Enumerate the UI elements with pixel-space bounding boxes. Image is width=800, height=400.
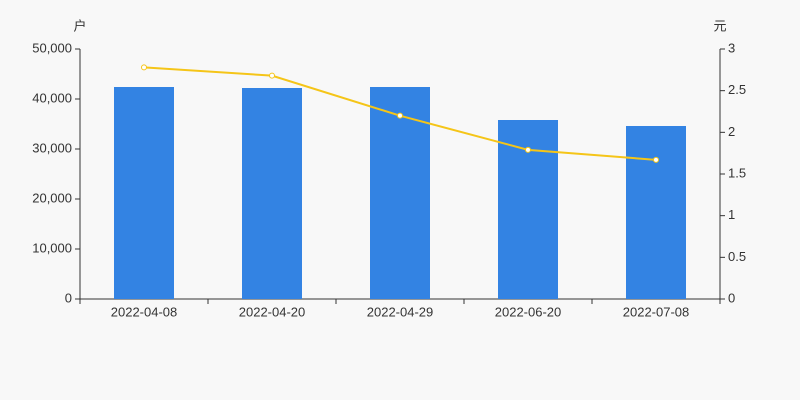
x-tick-label: 2022-04-29 <box>367 304 434 319</box>
y2-tick-label: 3 <box>728 40 735 55</box>
y2-axis-title: 元 <box>713 18 726 33</box>
y-tick-label: 10,000 <box>32 240 72 255</box>
x-tick-label: 2022-04-08 <box>111 304 178 319</box>
x-tick-label: 2022-06-20 <box>495 304 562 319</box>
y-axis-title: 户 <box>73 18 86 33</box>
bar <box>242 88 302 299</box>
line-point <box>653 156 659 163</box>
y2-tick-label: 2 <box>728 124 735 139</box>
y-tick-label: 30,000 <box>32 140 72 155</box>
line-point <box>141 64 147 71</box>
x-tick-label: 2022-07-08 <box>623 304 690 319</box>
y2-tick-label: 0 <box>728 290 735 305</box>
y2-tick-label: 1 <box>728 207 735 222</box>
line-point <box>397 112 403 119</box>
line-point <box>525 146 531 153</box>
y-tick-label: 20,000 <box>32 190 72 205</box>
bar <box>626 126 686 299</box>
y-tick-label: 50,000 <box>32 40 72 55</box>
x-tick-label: 2022-04-20 <box>239 304 306 319</box>
y2-tick-label: 2.5 <box>728 82 746 97</box>
y2-tick-label: 0.5 <box>728 249 746 264</box>
y2-tick-label: 1.5 <box>728 165 746 180</box>
line-point <box>269 72 275 79</box>
y-tick-label: 0 <box>65 290 72 305</box>
bar <box>114 87 174 299</box>
bar <box>370 87 430 299</box>
y-tick-label: 40,000 <box>32 90 72 105</box>
